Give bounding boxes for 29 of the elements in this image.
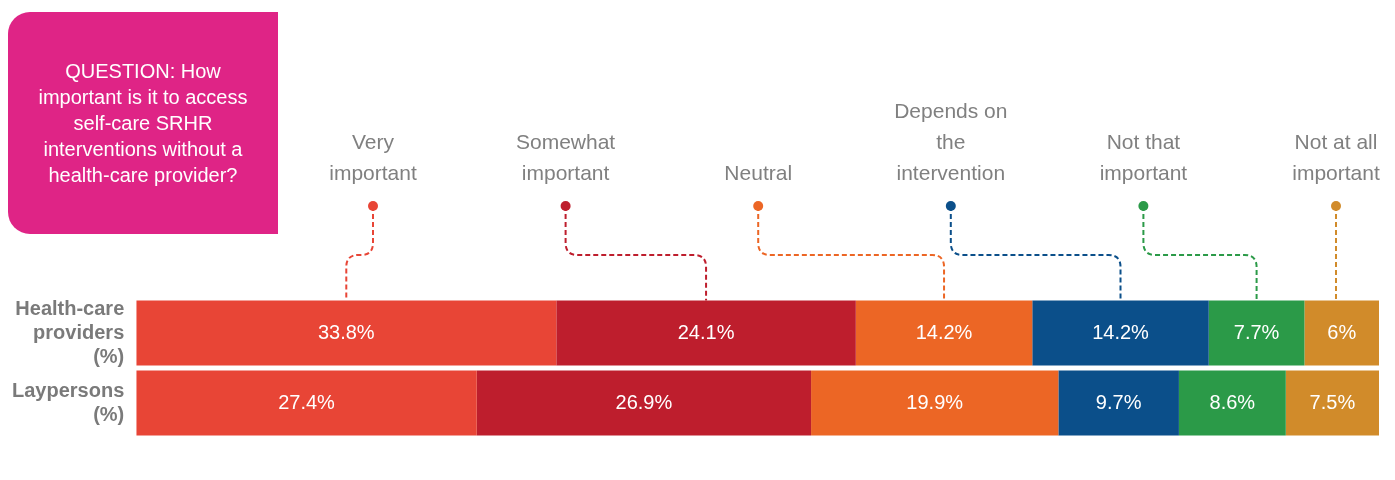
bar (1178, 370, 1286, 436)
data-label: 7.5% (1309, 390, 1356, 413)
text: Not at all important (1292, 130, 1380, 184)
data-label: 6% (1327, 320, 1357, 343)
data-label: 14.2% (1092, 320, 1150, 343)
y-tick-label: Health-care providers (%) (15, 296, 125, 367)
text: Neutral (724, 161, 793, 184)
text: Not that important (1099, 130, 1188, 184)
data-label: 19.9% (906, 390, 964, 413)
data-label: 7.7% (1233, 320, 1280, 343)
bar (1058, 370, 1179, 436)
data-label: 14.2% (915, 320, 973, 343)
text: Very important (329, 130, 417, 184)
data-label: 9.7% (1095, 390, 1142, 413)
bar (855, 300, 1033, 366)
data-label: 26.9% (615, 390, 673, 413)
data-label: 27.4% (278, 390, 336, 413)
text: Somewhat important (515, 130, 616, 184)
bar (136, 300, 557, 366)
y-tick-label: Laypersons (%) (12, 378, 125, 425)
data-label: 33.8% (317, 320, 375, 343)
bar (476, 370, 812, 436)
bar (811, 370, 1059, 436)
data-label: 24.1% (677, 320, 735, 343)
chart-title: QUESTION: How important is it to access self-care SRHR interventions without a health-care provider? (8, 12, 278, 234)
data-label: 8.6% (1209, 390, 1256, 413)
bar (136, 370, 477, 436)
text: Depends on the intervention (894, 99, 1008, 184)
bar (1285, 370, 1379, 436)
